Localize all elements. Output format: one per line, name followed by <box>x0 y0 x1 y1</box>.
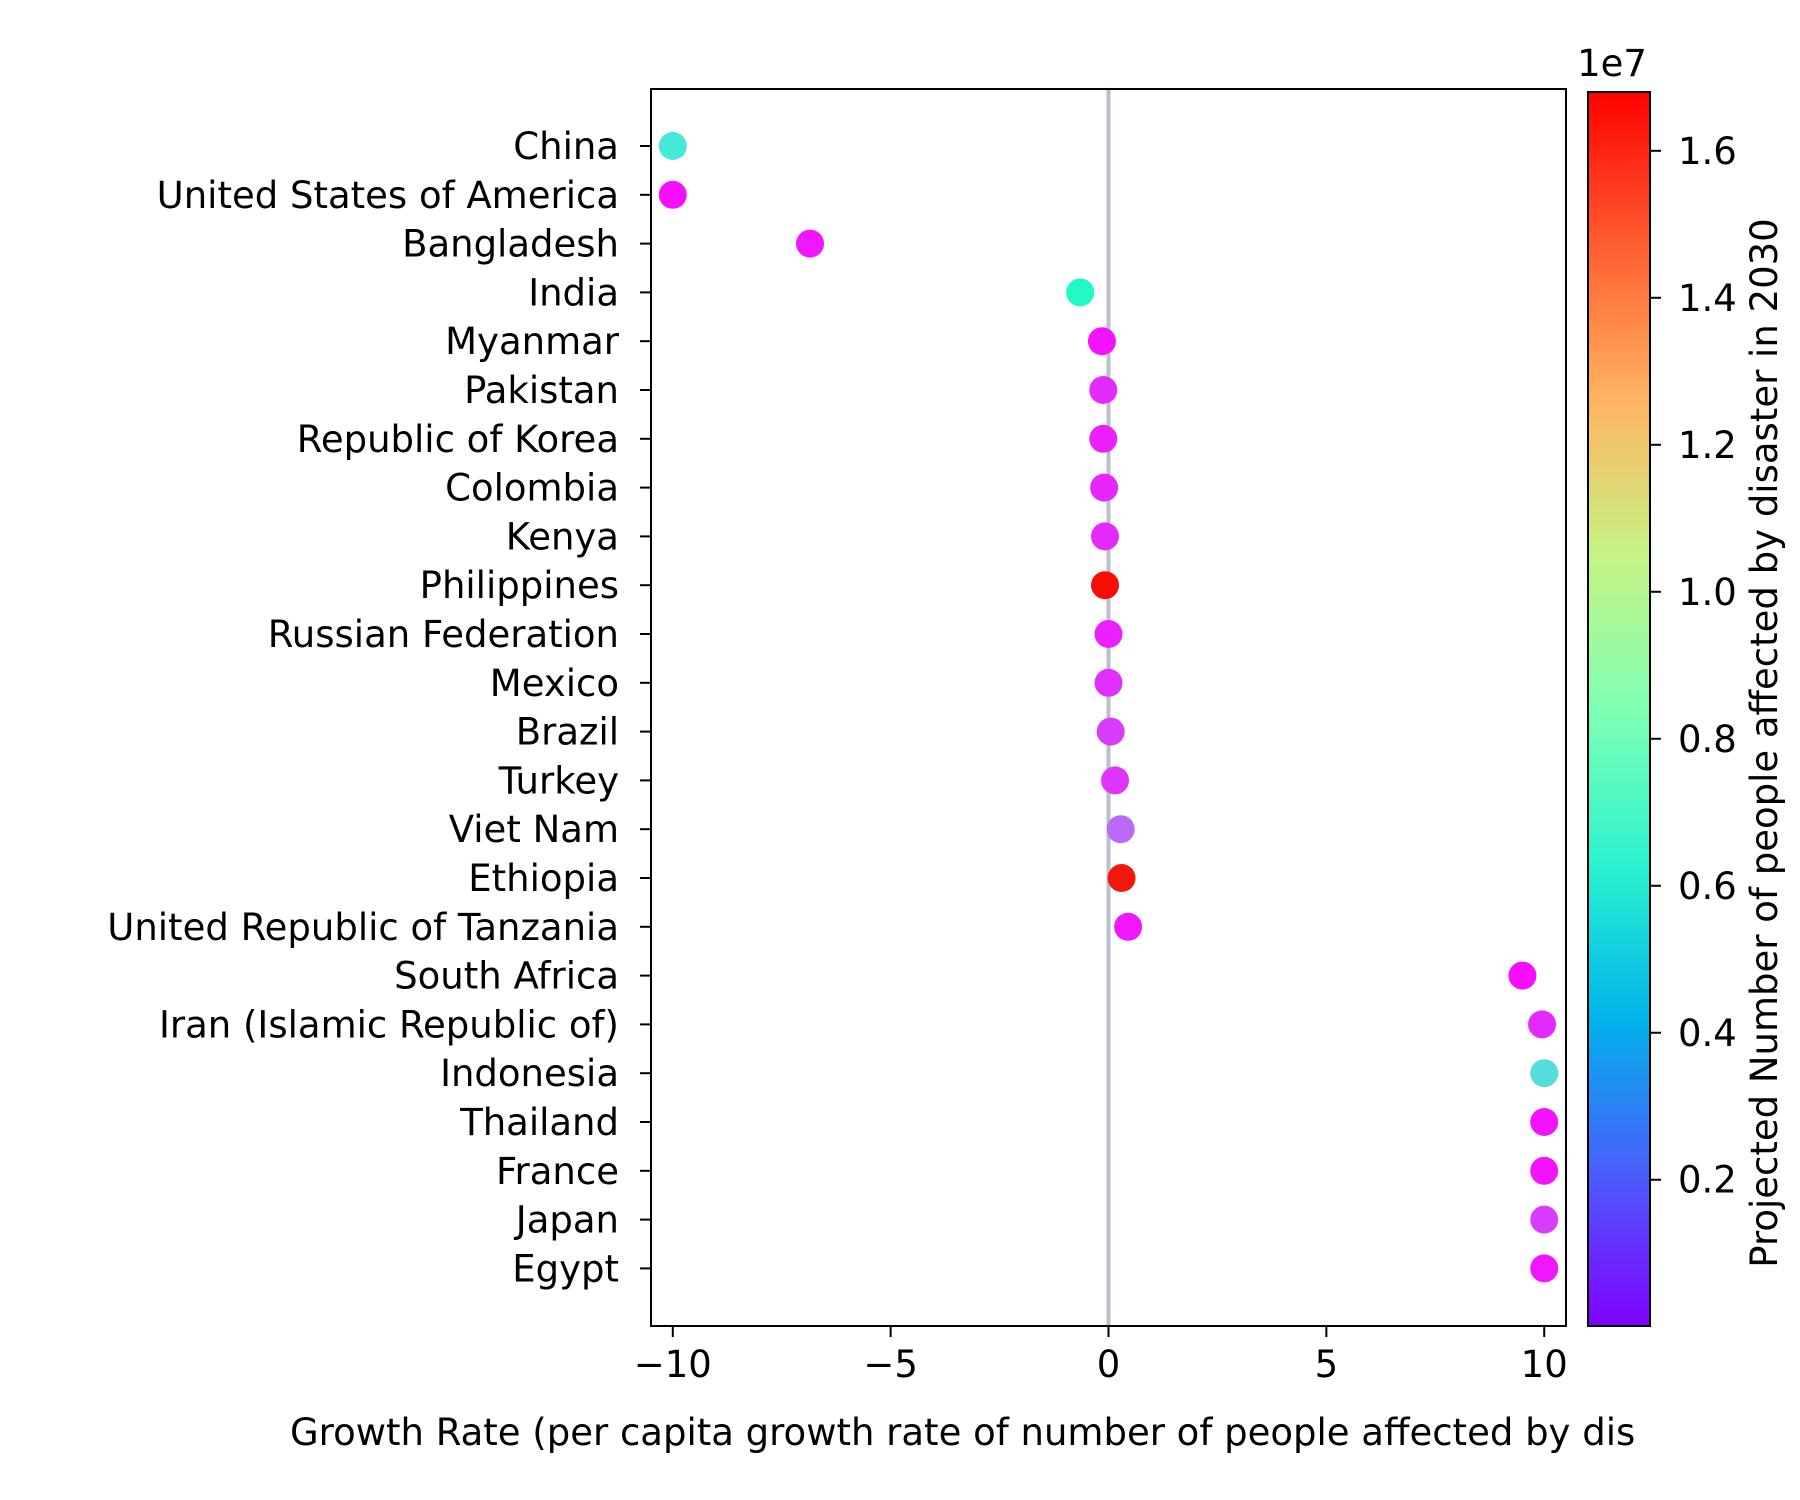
y-tick-label: Thailand <box>459 1101 619 1144</box>
data-point <box>1508 961 1537 990</box>
data-point <box>1530 1254 1559 1283</box>
colorbar-tick-label: 1.2 <box>1678 424 1737 467</box>
data-point <box>658 132 687 160</box>
y-tick-label: Japan <box>514 1199 619 1242</box>
data-point <box>1096 717 1125 746</box>
colorbar-tick-label: 0.4 <box>1678 1012 1737 1055</box>
y-tick-label: Colombia <box>445 467 619 510</box>
y-tick-label: Mexico <box>490 662 619 705</box>
data-point <box>658 180 687 209</box>
x-tick-label: −10 <box>634 1343 712 1386</box>
y-tick-label: Egypt <box>512 1247 619 1290</box>
y-tick-label: Republic of Korea <box>297 418 619 461</box>
y-tick-label: South Africa <box>394 955 619 998</box>
y-tick-label: Pakistan <box>464 369 619 412</box>
colorbar-label: Projected Number of people affected by d… <box>1743 218 1786 1267</box>
data-point <box>1530 1059 1559 1088</box>
y-tick-label: Myanmar <box>445 320 620 363</box>
data-point <box>1091 571 1120 600</box>
x-axis-label: Growth Rate (per capita growth rate of n… <box>290 1411 1635 1454</box>
x-tick-label: 10 <box>1521 1343 1568 1386</box>
y-tick-label: United Republic of Tanzania <box>107 906 619 949</box>
colorbar-tick-label: 1.6 <box>1678 130 1737 173</box>
colorbar-tick-label: 0.6 <box>1678 865 1737 908</box>
colorbar: 0.2 0.4 0.6 0.8 1.0 1.2 1.4 1.6 <box>1587 91 1737 1327</box>
data-point <box>1101 766 1130 795</box>
data-point <box>1089 376 1118 404</box>
colorbar-tick-label: 0.8 <box>1678 718 1737 761</box>
data-point <box>1066 278 1095 307</box>
data-point <box>796 229 825 258</box>
y-tick-label: Kenya <box>506 515 619 558</box>
colorbar-tick-label: 0.2 <box>1678 1159 1737 1202</box>
colorbar-tick-label: 1.4 <box>1678 277 1737 320</box>
data-point <box>1091 522 1120 551</box>
y-tick-label: Iran (Islamic Republic of) <box>159 1003 619 1046</box>
colorbar-offset-label: 1e7 <box>1577 42 1647 85</box>
data-point <box>1087 327 1116 356</box>
y-tick-label: France <box>496 1150 619 1193</box>
plot-area: −10 −5 0 5 10 China United States of America Ba… <box>107 88 1568 1386</box>
y-tick-label: Turkey <box>498 759 619 802</box>
y-tick-label: Indonesia <box>440 1052 619 1095</box>
colorbar-frame <box>1587 91 1651 1327</box>
y-tick-label: India <box>528 271 619 314</box>
data-point <box>1530 1205 1559 1234</box>
data-point <box>1530 1156 1559 1185</box>
data-point <box>1090 473 1119 502</box>
colorbar-gradient <box>1588 92 1650 1326</box>
x-tick-label: 0 <box>1097 1343 1121 1386</box>
y-tick-label: Russian Federation <box>268 613 619 656</box>
y-tick-label: Philippines <box>420 564 619 607</box>
data-point <box>1528 1010 1557 1039</box>
y-tick-label: Ethiopia <box>468 857 619 900</box>
data-point <box>1107 864 1136 892</box>
data-point <box>1530 1108 1559 1136</box>
data-point <box>1114 912 1143 941</box>
y-tick-label: Brazil <box>516 711 619 754</box>
data-point <box>1106 815 1135 844</box>
y-tick-label: United States of America <box>157 174 619 217</box>
data-point <box>1089 424 1118 453</box>
y-tick-label: Bangladesh <box>402 223 619 266</box>
colorbar-tick-label: 1.0 <box>1678 571 1737 614</box>
y-tick-label: China <box>513 125 619 168</box>
data-point <box>1094 668 1123 697</box>
x-tick-label: −5 <box>863 1343 918 1386</box>
x-tick-label: 5 <box>1315 1343 1339 1386</box>
y-tick-label: Viet Nam <box>449 808 619 851</box>
data-point <box>1094 620 1123 648</box>
